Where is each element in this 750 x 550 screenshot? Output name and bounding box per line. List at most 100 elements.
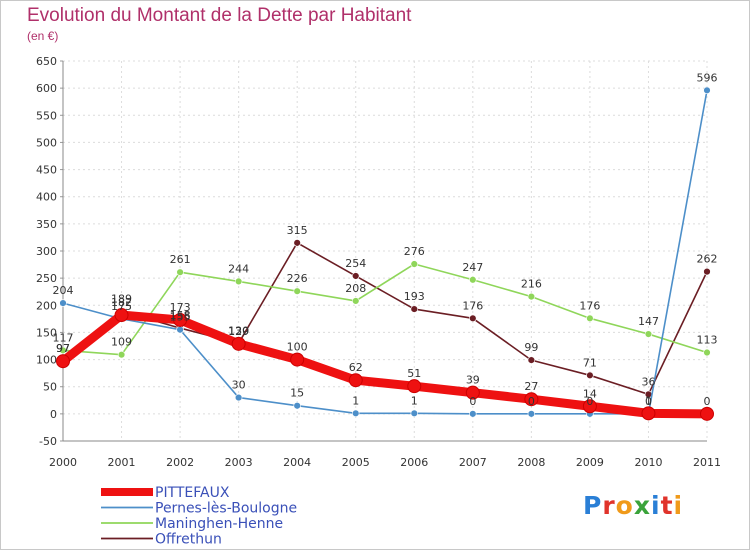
data-point — [234, 277, 243, 286]
y-tick-label: 450 — [36, 164, 57, 177]
y-tick-label: 600 — [36, 82, 57, 95]
data-label: 71 — [583, 356, 597, 369]
data-label: 158 — [170, 309, 191, 322]
legend-label: Maninghen-Henne — [155, 516, 283, 532]
data-point — [644, 330, 653, 338]
data-label: 315 — [287, 224, 308, 237]
data-label: 0 — [704, 395, 711, 408]
x-tick-label: 2005 — [342, 456, 370, 469]
data-point — [114, 308, 129, 323]
y-tick-label: 250 — [36, 272, 57, 285]
data-label: 244 — [228, 262, 249, 275]
series-line — [62, 242, 708, 396]
series-line — [62, 89, 708, 415]
data-label: 596 — [697, 71, 718, 84]
data-label: 62 — [349, 361, 363, 374]
y-tick-label: 200 — [36, 299, 57, 312]
data-label: 193 — [404, 290, 425, 303]
data-label: 30 — [232, 379, 246, 392]
data-label: 175 — [111, 300, 132, 313]
data-point — [348, 373, 363, 388]
data-point — [117, 350, 126, 359]
chart-title: Evolution du Montant de la Dette par Hab… — [27, 5, 412, 26]
data-point — [703, 267, 711, 276]
data-label: 261 — [170, 253, 191, 266]
x-tick-label: 2008 — [517, 456, 545, 469]
data-point — [293, 402, 301, 410]
data-point — [176, 326, 184, 334]
y-tick-label: 650 — [36, 55, 57, 68]
data-point — [527, 356, 536, 364]
data-point — [703, 86, 711, 95]
y-tick-label: 50 — [43, 381, 57, 394]
data-point — [410, 260, 418, 268]
data-point — [469, 276, 477, 284]
data-label: 113 — [697, 334, 718, 347]
data-label: 117 — [53, 331, 74, 344]
logo-letter: i — [673, 491, 684, 520]
data-label: 276 — [404, 245, 425, 258]
data-point — [586, 371, 594, 380]
data-label: 39 — [466, 374, 480, 387]
data-point — [465, 385, 480, 400]
logo-letter: i — [651, 491, 661, 520]
data-label: 0 — [469, 395, 476, 408]
data-point — [527, 410, 536, 418]
axes: -500501001502002503003504004505005506006… — [36, 55, 721, 469]
data-label: 176 — [579, 299, 600, 312]
legend-label: Pernes-lès-Boulogne — [155, 501, 297, 517]
x-tick-label: 2003 — [225, 456, 253, 469]
x-tick-label: 2006 — [400, 456, 428, 469]
y-tick-label: 300 — [36, 245, 57, 258]
data-point — [469, 410, 477, 418]
y-tick-label: 0 — [50, 408, 57, 421]
logo-letter: o — [615, 491, 634, 520]
data-point — [234, 393, 243, 402]
data-label: 0 — [645, 395, 652, 408]
series-maninghen-henne — [59, 260, 711, 359]
data-label: 109 — [111, 336, 132, 349]
data-point — [293, 287, 301, 295]
data-label: 147 — [638, 315, 659, 328]
logo-letter: P — [583, 491, 603, 520]
logo-letter: t — [660, 491, 674, 520]
data-label: 97 — [56, 342, 70, 355]
data-label: 1 — [352, 394, 359, 407]
chart-subtitle: (en €) — [27, 29, 59, 43]
data-point — [586, 314, 594, 323]
y-tick-label: 500 — [36, 136, 57, 149]
data-label: 173 — [170, 301, 191, 314]
data-label: 0 — [528, 395, 535, 408]
data-point — [59, 346, 67, 355]
legend-label: PITTEFAUX — [155, 485, 230, 501]
data-label: 99 — [524, 341, 538, 354]
data-point — [352, 272, 360, 280]
y-tick-label: 400 — [36, 191, 57, 204]
data-label: 1 — [645, 394, 652, 407]
series-pittefaux — [56, 308, 714, 421]
data-point — [582, 399, 597, 414]
x-tick-label: 2011 — [693, 456, 721, 469]
data-label: 14 — [583, 387, 597, 400]
logo-letter: x — [633, 491, 651, 520]
data-point — [59, 299, 67, 307]
data-label: 97 — [56, 342, 70, 355]
data-point — [176, 268, 184, 276]
data-label: 204 — [53, 284, 74, 297]
data-label: 15 — [290, 387, 304, 400]
data-label: 176 — [462, 299, 483, 312]
data-point — [703, 348, 711, 357]
data-point — [410, 409, 418, 418]
data-label: 182 — [111, 296, 132, 309]
data-label: 129 — [228, 325, 249, 338]
logo-letter: r — [602, 491, 616, 520]
data-label: 0 — [586, 395, 593, 408]
data-point — [524, 392, 539, 407]
series-lines — [56, 86, 714, 421]
data-point — [290, 352, 305, 367]
data-label: 208 — [345, 282, 366, 295]
data-label: 27 — [524, 380, 538, 393]
data-point — [469, 314, 477, 323]
